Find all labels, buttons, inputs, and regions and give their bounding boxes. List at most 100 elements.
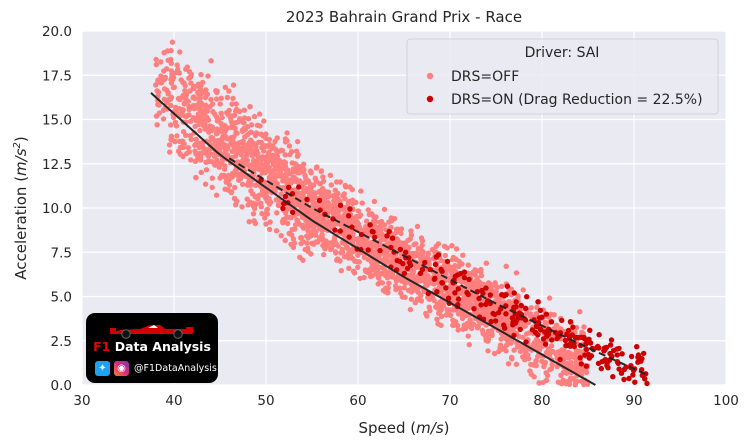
drs-on-point (434, 289, 440, 295)
drs-off-point (498, 336, 504, 342)
drs-off-point (200, 79, 206, 86)
drs-off-point (491, 350, 498, 357)
drs-off-point (265, 153, 271, 159)
drs-off-point (259, 210, 265, 217)
drs-off-point (205, 117, 212, 123)
drs-off-point (199, 140, 205, 146)
x-axis-label: Speed (m/s) (359, 419, 450, 437)
drs-on-point (439, 268, 445, 274)
drs-on-point (487, 292, 493, 298)
drs-off-point (497, 342, 504, 348)
drs-off-point (453, 256, 459, 262)
drs-off-point (480, 308, 486, 315)
drs-off-point (219, 114, 225, 121)
drs-on-point (548, 319, 555, 325)
drs-off-point (355, 208, 361, 214)
drs-off-point (340, 206, 347, 213)
drs-on-point (337, 202, 344, 208)
drs-off-point (303, 205, 309, 211)
drs-off-point (272, 177, 278, 183)
drs-off-point (313, 165, 320, 171)
drs-on-point (535, 299, 541, 305)
drs-on-point (452, 290, 458, 296)
legend-box (406, 38, 719, 115)
drs-off-point (496, 348, 502, 355)
drs-on-point (543, 311, 550, 317)
drs-off-point (327, 172, 334, 178)
drs-off-point (169, 137, 175, 143)
drs-off-point (478, 269, 484, 275)
legend-marker-drs-on (426, 95, 434, 103)
drs-off-point (470, 269, 476, 275)
drs-on-point (397, 246, 404, 253)
drs-on-point (523, 305, 529, 311)
drs-off-point (392, 215, 398, 222)
legend-marker-drs-off (426, 72, 434, 80)
drs-off-point (398, 226, 405, 232)
drs-off-point (312, 195, 318, 201)
drs-off-point (201, 147, 207, 153)
drs-off-point (444, 245, 450, 251)
drs-off-point (370, 240, 376, 246)
drs-off-point (209, 175, 215, 181)
drs-off-point (411, 241, 417, 248)
drs-on-point (635, 352, 642, 358)
drs-off-point (491, 291, 497, 297)
drs-off-point (209, 184, 215, 191)
drs-on-point (365, 247, 371, 253)
drs-off-point (377, 279, 383, 285)
drs-off-point (153, 61, 159, 68)
drs-off-point (305, 245, 311, 251)
drs-off-point (288, 241, 294, 248)
x-tick-label: 80 (533, 393, 550, 409)
drs-on-point (583, 346, 590, 353)
drs-off-point (170, 84, 177, 91)
drs-off-point (251, 218, 257, 224)
trend-lines (150, 92, 647, 386)
drs-off-point (224, 125, 230, 132)
drs-off-point (581, 324, 587, 330)
drs-on-point (587, 327, 593, 333)
drs-off-point (207, 151, 214, 157)
drs-off-point (483, 260, 489, 266)
drs-off-point (196, 121, 202, 127)
drs-on-point (403, 249, 409, 255)
drs-off-point (203, 167, 210, 173)
drs-off-point (229, 113, 235, 119)
drs-on-point (565, 327, 572, 334)
drs-off-point (247, 104, 253, 110)
drs-off-point (315, 215, 321, 221)
drs-off-point (310, 212, 317, 218)
drs-off-point (254, 122, 261, 128)
drs-off-point (557, 351, 563, 358)
drs-on-point (536, 315, 543, 321)
drs-off-point (373, 214, 379, 220)
drs-off-point (213, 192, 220, 198)
drs-off-point (228, 118, 234, 124)
drs-on-point (461, 274, 468, 281)
drs-off-point (412, 262, 418, 268)
drs-off-point (274, 210, 280, 216)
drs-on-point (605, 365, 611, 371)
drs-off-point (298, 234, 305, 241)
drs-off-point (226, 107, 232, 114)
drs-off-point (503, 263, 509, 269)
drs-off-point (369, 264, 375, 270)
twitter-icon: ✦ (95, 360, 110, 376)
drs-off-point (328, 182, 334, 188)
drs-off-point (475, 324, 481, 330)
drs-off-point (339, 246, 345, 253)
drs-off-point (304, 240, 310, 246)
drs-on-point (457, 270, 464, 277)
drs-off-point (273, 228, 280, 234)
drs-off-point (489, 330, 495, 336)
drs-off-point (419, 242, 425, 249)
drs-off-point (469, 320, 475, 326)
drs-off-point (318, 201, 324, 208)
drs-on-point (524, 294, 530, 300)
drs-off-point (288, 178, 294, 184)
drs-on-point (596, 345, 602, 351)
drs-off-point (321, 252, 327, 258)
drs-on-point (634, 344, 640, 350)
drs-off-point (240, 138, 246, 144)
